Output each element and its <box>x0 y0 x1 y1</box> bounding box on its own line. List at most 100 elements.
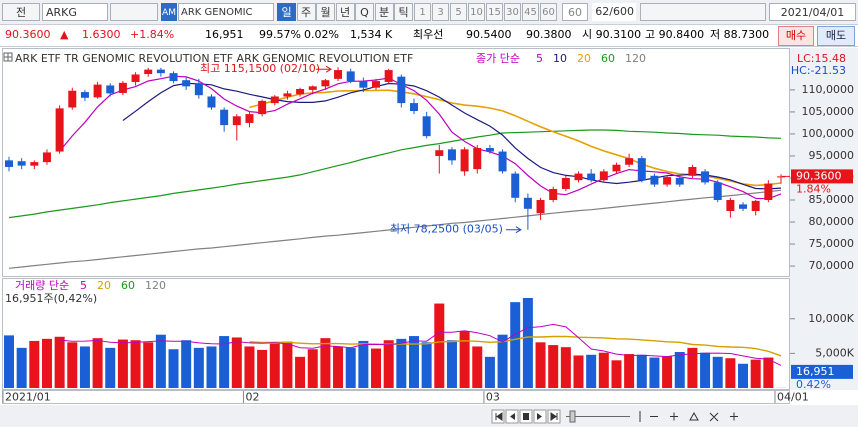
ma-legend-item: 120 <box>625 52 646 65</box>
period-button[interactable]: 년 <box>335 3 355 21</box>
candle-body <box>587 173 596 181</box>
interval-button[interactable]: 60 <box>540 3 557 21</box>
volume-bar <box>408 336 419 388</box>
candle-body <box>55 108 64 152</box>
volume-bar <box>396 338 407 388</box>
volume-bar <box>383 340 394 388</box>
low-annotation: 최저 78,2500 (03/05) <box>390 223 503 236</box>
scroll-controls[interactable] <box>491 409 738 424</box>
ma120-line <box>8 189 782 269</box>
candle-body <box>460 149 469 172</box>
candle-body <box>473 148 482 170</box>
y-tick-label: 105,0000 <box>802 105 855 118</box>
sell-button[interactable]: 매도 <box>817 26 855 46</box>
candle-body <box>296 89 305 95</box>
volume-title: 거래량 단순 <box>15 279 69 292</box>
interval-button[interactable]: 15 <box>486 3 503 21</box>
y-tick-label: 75,0000 <box>809 237 855 250</box>
price-title: ARK ETF TR GENOMIC REVOLUTION ETF ARK GE… <box>15 52 413 65</box>
tool-icons[interactable] <box>639 411 738 422</box>
volume-bar <box>510 302 521 388</box>
candle-body <box>283 93 292 97</box>
candle-body <box>245 114 254 123</box>
volume-bar <box>29 340 40 388</box>
candle-body <box>713 182 722 200</box>
interval-button[interactable]: 3 <box>432 3 449 21</box>
candle-body <box>625 158 634 165</box>
ticker-input[interactable]: ARKG <box>42 3 108 21</box>
volume-subtitle: 16,951주(0,42%) <box>5 292 97 305</box>
volume-bar <box>421 342 432 388</box>
candle-body <box>131 74 140 82</box>
candle-body <box>232 116 241 126</box>
interval-button[interactable]: 30 <box>504 3 521 21</box>
volume-panel <box>2 278 790 390</box>
buy-button[interactable]: 매수 <box>778 26 814 46</box>
badge: AM <box>161 3 177 21</box>
y-axis-panel <box>790 48 858 390</box>
volume-bar <box>497 334 508 388</box>
bid: 90.3800 <box>526 28 572 41</box>
candle-body <box>751 200 760 212</box>
x-tick-label: 03 <box>486 391 500 404</box>
volume-bar <box>611 360 622 388</box>
zoom-thumb[interactable] <box>569 410 576 423</box>
interval-button[interactable]: 45 <box>522 3 539 21</box>
candle-body <box>536 200 545 214</box>
candle-body <box>739 204 748 209</box>
candle-body <box>5 160 13 167</box>
scroll-bar <box>0 405 858 427</box>
volume-bar <box>41 338 52 388</box>
volume-bar <box>143 342 154 388</box>
open: 시 90.3100 <box>582 28 642 41</box>
interval-button[interactable]: 10 <box>468 3 485 21</box>
candle-body <box>650 175 659 185</box>
change-pct: +1.84% <box>130 28 175 41</box>
volume-bar <box>560 347 571 388</box>
period-button[interactable]: 주 <box>296 3 316 21</box>
candle-body <box>80 92 89 98</box>
tool-icons[interactable] <box>640 3 766 21</box>
volume-bar <box>155 334 166 388</box>
amount: 1,534 K <box>350 28 393 41</box>
period-button[interactable]: Q <box>355 3 374 21</box>
volume-bar <box>117 339 128 388</box>
volume-last-pct: 0.42% <box>796 378 831 391</box>
y-tick-label: 70,0000 <box>809 259 855 272</box>
candle-body <box>574 173 583 181</box>
ask: 90.5400 <box>466 28 512 41</box>
change: 1.6300 <box>82 28 121 41</box>
side-box[interactable]: 전 <box>2 3 40 21</box>
ma-legend-label: 종가 단순 <box>476 52 520 65</box>
interval-button[interactable]: 1 <box>414 3 431 21</box>
volume-bar <box>168 349 179 388</box>
period-button[interactable]: 월 <box>316 3 335 21</box>
candle-body <box>637 158 646 181</box>
candle-body <box>612 164 621 172</box>
volume-bar <box>636 354 647 388</box>
volume-bar <box>674 352 685 388</box>
period-button[interactable]: 틱 <box>394 3 413 21</box>
period-button[interactable]: 분 <box>374 3 394 21</box>
volume-bar <box>750 359 761 388</box>
lc-label: LC:15.48 <box>797 52 846 65</box>
volume-ma-legend-item: 20 <box>97 279 111 292</box>
volume-bar <box>54 336 65 388</box>
volume-bar <box>548 345 559 388</box>
volume-bar <box>231 337 242 388</box>
candle-body <box>688 166 697 176</box>
interval-button[interactable]: 5 <box>450 3 467 21</box>
ratio: 99.57% <box>259 28 301 41</box>
turnover: 0.02% <box>304 28 339 41</box>
volume-bar <box>67 342 78 388</box>
volume-bar <box>649 357 660 388</box>
search-icons[interactable] <box>110 3 158 21</box>
high-annotation: 최고 115,1500 (02/10) <box>200 62 320 75</box>
period-button[interactable]: 일 <box>277 3 296 21</box>
candle-body <box>701 171 710 183</box>
volume-bar <box>4 335 14 388</box>
ma60-line <box>8 129 782 219</box>
date-input[interactable]: 2021/04/01 <box>769 3 856 21</box>
candle-body <box>118 82 127 93</box>
interval-input[interactable]: 60 <box>562 3 588 21</box>
